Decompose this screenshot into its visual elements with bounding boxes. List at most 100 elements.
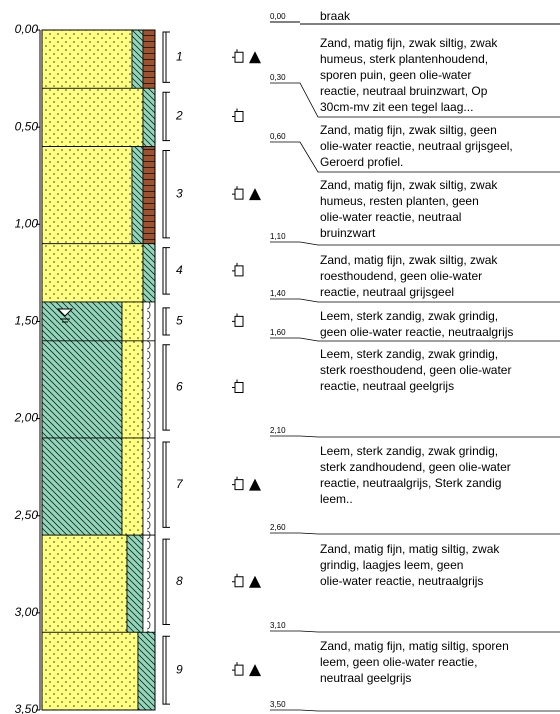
soil-layer	[143, 30, 155, 88]
depth-label: 3,50	[270, 700, 286, 709]
description: grindig, laagjes leem, geen	[320, 558, 463, 572]
soil-layer	[42, 244, 143, 302]
depth-label: 3,10	[270, 621, 286, 630]
description: leem..	[320, 492, 353, 506]
description: Zand, matig fijn, zwak siltig, zwak	[320, 178, 498, 192]
soil-layer	[143, 302, 155, 341]
description: reactie, neutraal grijsgeel	[320, 285, 454, 299]
depth-label: 2,60	[270, 523, 286, 532]
sample-bracket	[163, 636, 170, 704]
soil-layer	[143, 244, 155, 302]
sample-bracket	[163, 308, 170, 335]
sample-symbol	[232, 263, 243, 276]
soil-layer	[143, 438, 155, 535]
depth-label: 0,30	[270, 73, 286, 82]
label-line	[270, 533, 560, 534]
description: geen olie-water reactie, neutraalgrijs	[320, 325, 513, 339]
depth-label: 1,10	[270, 232, 286, 241]
sample-number: 9	[176, 662, 183, 676]
description: braak	[320, 9, 351, 23]
analysis-symbol	[249, 51, 261, 63]
soil-layer	[143, 147, 155, 244]
description: reactie, neutraal geelgrijs	[320, 379, 454, 393]
sample-bracket	[163, 442, 170, 527]
soil-layer	[143, 535, 155, 632]
sample-symbol	[232, 186, 243, 199]
sample-bracket	[163, 151, 170, 238]
sample-bracket	[163, 248, 170, 295]
depth-label: 0,00	[270, 12, 286, 21]
tick-label: 1,00	[15, 216, 39, 230]
analysis-symbol	[249, 479, 261, 491]
soil-layer	[42, 438, 122, 535]
label-line	[270, 436, 560, 437]
borehole-log: 0,000,501,001,502,002,503,003,5012345678…	[0, 0, 560, 714]
soil-layer	[42, 632, 138, 710]
soil-layer	[132, 147, 143, 244]
sample-bracket	[163, 32, 170, 82]
sample-symbol	[232, 574, 243, 587]
description: olie-water reactie, neutraal grijsgeel,	[320, 139, 513, 153]
soil-layer	[138, 632, 155, 710]
depth-label: 1,60	[270, 328, 286, 337]
sample-number: 3	[176, 186, 183, 200]
sample-number: 4	[176, 263, 183, 277]
description: Zand, matig fijn, matig siltig, zwak	[320, 542, 500, 556]
sample-number: 2	[175, 109, 183, 123]
sample-symbol	[232, 662, 243, 675]
sample-symbol	[232, 379, 243, 392]
description: sporen puin, geen olie-water	[320, 68, 471, 82]
description: olie-water reactie, neutraal	[320, 210, 461, 224]
sample-bracket	[163, 345, 170, 430]
sample-bracket	[163, 539, 170, 624]
sample-number: 5	[176, 314, 183, 328]
content: 0,000,501,001,502,002,503,003,5012345678…	[14, 9, 560, 714]
soil-layer	[127, 535, 143, 632]
soil-layer	[42, 341, 122, 438]
soil-layer	[143, 88, 155, 146]
sample-symbol	[232, 477, 243, 490]
tick-label: 0,00	[15, 22, 39, 36]
description: leem, geen olie-water reactie,	[320, 655, 477, 669]
tick-label: 0,50	[15, 119, 39, 133]
soil-layer	[122, 341, 143, 438]
tick-label: 3,00	[15, 605, 39, 619]
description: sterk zandhoudend, geen olie-water	[320, 460, 511, 474]
description: humeus, resten planten, geen	[320, 194, 479, 208]
description: Geroerd profiel.	[320, 155, 403, 169]
description: bruinzwart	[320, 226, 376, 240]
description: roesthoudend, geen olie-water	[320, 269, 482, 283]
tick-label: 2,00	[14, 411, 39, 425]
sample-symbol	[232, 49, 243, 62]
description: reactie, neutraalgrijs, Sterk zandig	[320, 476, 501, 490]
tick-label: 2,50	[14, 508, 39, 522]
description: Zand, matig fijn, matig siltig, sporen	[320, 639, 509, 653]
soil-layer	[122, 438, 143, 535]
sample-bracket	[163, 92, 170, 140]
soil-layer	[42, 535, 127, 632]
sample-symbol	[232, 313, 243, 326]
description: neutraal geelgrijs	[320, 671, 411, 685]
description: Zand, matig fijn, zwak siltig, geen	[320, 123, 497, 137]
sample-number: 7	[176, 477, 184, 491]
description: Zand, matig fijn, zwak siltig, zwak	[320, 36, 498, 50]
description: Leem, sterk zandig, zwak grindig,	[320, 444, 498, 458]
description: olie-water reactie, neutraalgrijs	[320, 574, 483, 588]
soil-layer	[132, 30, 143, 88]
analysis-symbol	[249, 576, 261, 588]
soil-layer	[122, 302, 143, 341]
depth-label: 0,60	[270, 132, 286, 141]
sample-symbol	[232, 108, 243, 121]
description: humeus, sterk plantenhoudend,	[320, 52, 488, 66]
label-line	[270, 631, 560, 632]
soil-layer	[143, 341, 155, 438]
tick-label: 3,50	[15, 702, 39, 714]
label-line	[270, 299, 560, 302]
description: reactie, neutraal bruinzwart, Op	[320, 84, 488, 98]
soil-layer	[42, 88, 143, 146]
sample-number: 8	[176, 574, 183, 588]
soil-layer	[42, 147, 132, 244]
analysis-symbol	[249, 664, 261, 676]
depth-label: 1,40	[270, 289, 286, 298]
description: Leem, sterk zandig, zwak grindig,	[320, 309, 498, 323]
